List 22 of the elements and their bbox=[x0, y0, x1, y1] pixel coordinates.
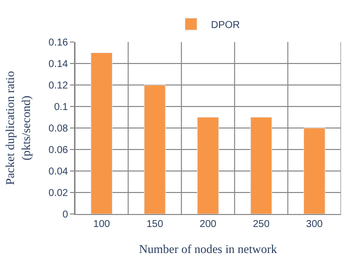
y-tick-label: 0.12 bbox=[48, 80, 68, 92]
bar bbox=[304, 128, 326, 214]
y-tick-label: 0 bbox=[62, 210, 68, 220]
bar bbox=[250, 117, 272, 214]
y-tick-label: 0.02 bbox=[48, 188, 68, 199]
y-tick-label: 0.04 bbox=[48, 166, 68, 178]
legend-label: DPOR bbox=[211, 20, 240, 31]
bar bbox=[197, 117, 219, 214]
y-tick-label: 0.08 bbox=[48, 124, 68, 134]
bar bbox=[144, 84, 166, 214]
bar bbox=[90, 52, 112, 214]
x-tick-label: 150 bbox=[146, 219, 164, 230]
y-tick-label: 0.16 bbox=[48, 38, 68, 48]
y-axis-title: Packet duplication ratio (pkts/second) bbox=[3, 71, 33, 185]
y-tick-label: 0.1 bbox=[54, 102, 68, 113]
x-tick-label: 250 bbox=[252, 219, 270, 230]
x-tick-label: 100 bbox=[93, 219, 110, 230]
x-axis-title: Number of nodes in network bbox=[139, 242, 277, 256]
x-tick-label: 300 bbox=[306, 219, 324, 230]
y-tick-label: 0.06 bbox=[48, 145, 68, 156]
x-tick-label: 200 bbox=[200, 219, 217, 230]
y-tick-label: 0.14 bbox=[48, 59, 68, 70]
